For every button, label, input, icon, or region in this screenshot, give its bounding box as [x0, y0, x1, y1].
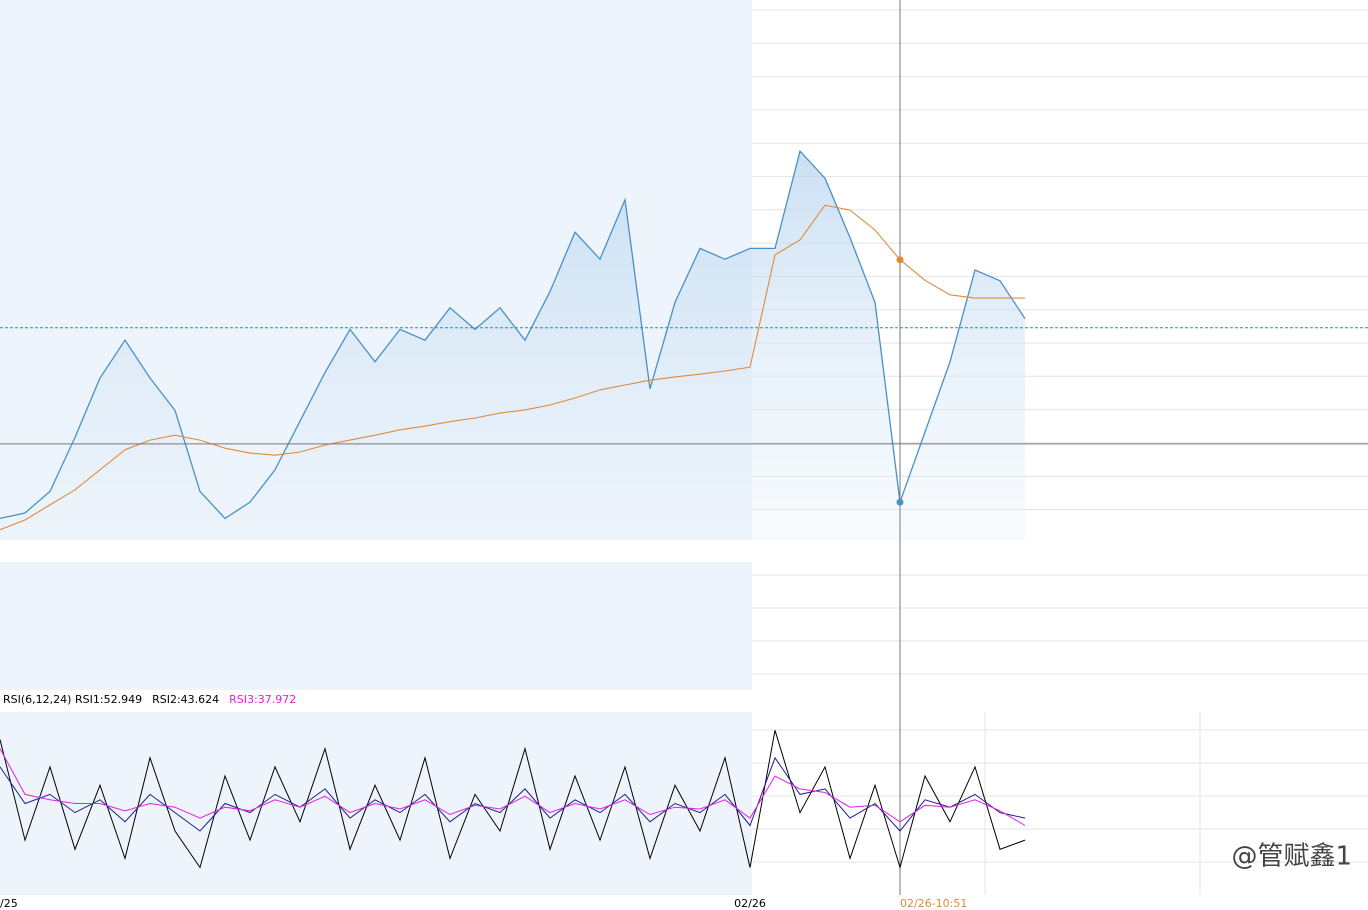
watermark: @管赋鑫1 — [1231, 842, 1352, 872]
average-line — [0, 204, 1025, 531]
x-tick-label: 02/26 — [734, 897, 766, 910]
legend-entry: RSI1:52.949 — [75, 693, 142, 706]
rsi-title: RSI(6,12,24) — [3, 693, 71, 706]
crosshair-label: 02/26-10:51 — [900, 897, 967, 910]
rsi-line — [0, 756, 1026, 832]
price-line — [0, 149, 1026, 520]
x-tick-label: /25 — [0, 897, 18, 910]
rsi-line — [0, 748, 1026, 826]
session-shade — [0, 562, 752, 690]
rsi-line — [0, 730, 1026, 870]
legend-entry: RSI3:37.972 — [229, 693, 296, 706]
cursor-dot — [896, 498, 904, 506]
legend-entry: RSI2:43.624 — [152, 693, 219, 706]
cursor-dot — [896, 256, 904, 264]
